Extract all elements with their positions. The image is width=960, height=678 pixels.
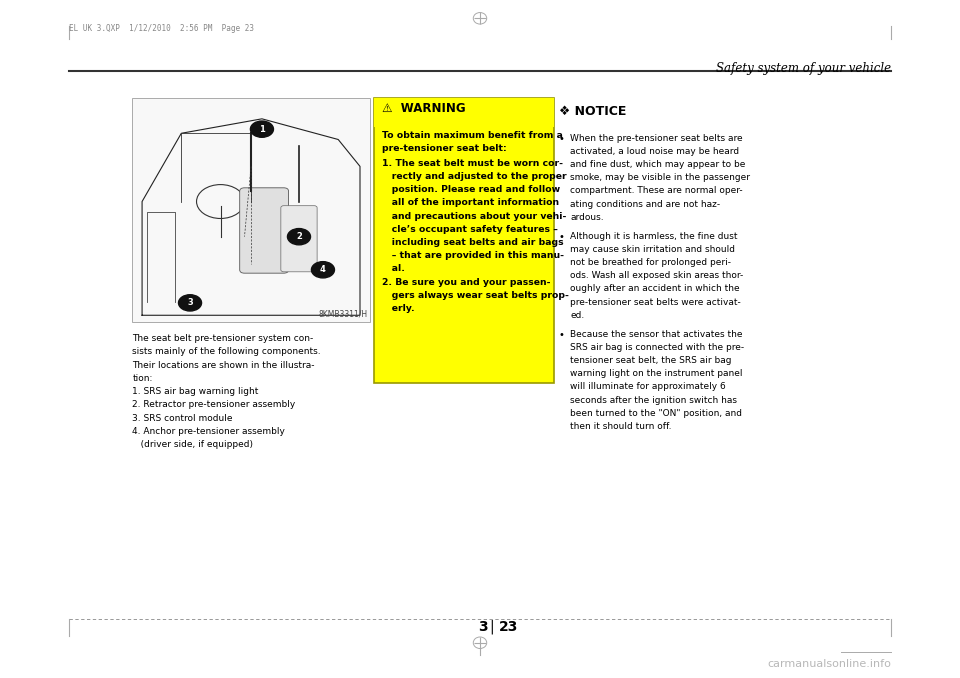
Circle shape <box>179 295 202 311</box>
Text: ⚠  WARNING: ⚠ WARNING <box>382 102 466 115</box>
Text: 3: 3 <box>478 620 488 634</box>
Text: 23: 23 <box>499 620 518 634</box>
Text: When the pre-tensioner seat belts are: When the pre-tensioner seat belts are <box>570 134 743 142</box>
Text: •: • <box>559 330 564 340</box>
Text: •: • <box>559 134 564 144</box>
Text: carmanualsonline.info: carmanualsonline.info <box>767 658 891 669</box>
Text: sists mainly of the following components.: sists mainly of the following components… <box>132 348 321 357</box>
Circle shape <box>251 121 274 137</box>
Text: 4. Anchor pre-tensioner assembly: 4. Anchor pre-tensioner assembly <box>132 427 285 436</box>
Text: ed.: ed. <box>570 311 585 320</box>
Text: 2. Retractor pre-tensioner assembly: 2. Retractor pre-tensioner assembly <box>132 400 296 410</box>
Text: oughly after an accident in which the: oughly after an accident in which the <box>570 285 740 294</box>
Text: been turned to the "ON" position, and: been turned to the "ON" position, and <box>570 409 742 418</box>
Circle shape <box>311 262 334 278</box>
Text: will illuminate for approximately 6: will illuminate for approximately 6 <box>570 382 726 391</box>
Text: then it should turn off.: then it should turn off. <box>570 422 672 431</box>
Text: ods. Wash all exposed skin areas thor-: ods. Wash all exposed skin areas thor- <box>570 271 743 280</box>
Text: ating conditions and are not haz-: ating conditions and are not haz- <box>570 200 720 209</box>
Text: 4: 4 <box>320 265 325 275</box>
Text: pre-tensioner seat belts were activat-: pre-tensioner seat belts were activat- <box>570 298 741 306</box>
Text: EL UK 3.QXP  1/12/2010  2:56 PM  Page 23: EL UK 3.QXP 1/12/2010 2:56 PM Page 23 <box>69 24 254 33</box>
Text: 3. SRS control module: 3. SRS control module <box>132 414 233 422</box>
Text: (driver side, if equipped): (driver side, if equipped) <box>132 440 253 449</box>
Text: ❖ NOTICE: ❖ NOTICE <box>559 105 626 118</box>
Text: may cause skin irritation and should: may cause skin irritation and should <box>570 245 735 254</box>
Text: rectly and adjusted to the proper: rectly and adjusted to the proper <box>382 172 566 181</box>
Text: 2: 2 <box>296 232 301 241</box>
FancyBboxPatch shape <box>240 188 289 273</box>
Text: 2. Be sure you and your passen-: 2. Be sure you and your passen- <box>382 277 551 287</box>
Text: Safety system of your vehicle: Safety system of your vehicle <box>716 62 891 75</box>
Text: all of the important information: all of the important information <box>382 198 560 207</box>
Text: 1. The seat belt must be worn cor-: 1. The seat belt must be worn cor- <box>382 159 564 167</box>
Text: Because the sensor that activates the: Because the sensor that activates the <box>570 330 743 338</box>
FancyBboxPatch shape <box>374 98 554 127</box>
Text: |: | <box>490 620 494 635</box>
Text: pre-tensioner seat belt:: pre-tensioner seat belt: <box>382 144 507 153</box>
Text: tensioner seat belt, the SRS air bag: tensioner seat belt, the SRS air bag <box>570 356 732 365</box>
FancyBboxPatch shape <box>132 98 370 322</box>
Text: and fine dust, which may appear to be: and fine dust, which may appear to be <box>570 160 746 169</box>
Circle shape <box>287 228 310 245</box>
FancyBboxPatch shape <box>281 205 317 272</box>
Text: SRS air bag is connected with the pre-: SRS air bag is connected with the pre- <box>570 343 744 352</box>
Text: 1: 1 <box>259 125 265 134</box>
Text: smoke, may be visible in the passenger: smoke, may be visible in the passenger <box>570 174 751 182</box>
Text: 1. SRS air bag warning light: 1. SRS air bag warning light <box>132 387 259 396</box>
Text: •: • <box>559 232 564 241</box>
Text: The seat belt pre-tensioner system con-: The seat belt pre-tensioner system con- <box>132 334 314 343</box>
Text: not be breathed for prolonged peri-: not be breathed for prolonged peri- <box>570 258 732 267</box>
Text: including seat belts and air bags: including seat belts and air bags <box>382 238 564 247</box>
Text: gers always wear seat belts prop-: gers always wear seat belts prop- <box>382 291 569 300</box>
Text: compartment. These are normal oper-: compartment. These are normal oper- <box>570 186 743 195</box>
Text: Their locations are shown in the illustra-: Their locations are shown in the illustr… <box>132 361 315 370</box>
Text: tion:: tion: <box>132 374 153 383</box>
Text: erly.: erly. <box>382 304 415 313</box>
Text: cle’s occupant safety features –: cle’s occupant safety features – <box>382 224 558 234</box>
FancyBboxPatch shape <box>374 98 554 383</box>
Text: seconds after the ignition switch has: seconds after the ignition switch has <box>570 396 737 405</box>
Text: position. Please read and follow: position. Please read and follow <box>382 185 561 194</box>
Text: activated, a loud noise may be heard: activated, a loud noise may be heard <box>570 147 739 156</box>
Text: 3: 3 <box>187 298 193 307</box>
Text: al.: al. <box>382 264 405 273</box>
Text: To obtain maximum benefit from a: To obtain maximum benefit from a <box>382 131 563 140</box>
Text: 8KMB3311/H: 8KMB3311/H <box>319 310 368 319</box>
Text: – that are provided in this manu-: – that are provided in this manu- <box>382 251 564 260</box>
Text: ardous.: ardous. <box>570 213 604 222</box>
Text: Although it is harmless, the fine dust: Although it is harmless, the fine dust <box>570 232 737 241</box>
Text: and precautions about your vehi-: and precautions about your vehi- <box>382 212 566 220</box>
Text: warning light on the instrument panel: warning light on the instrument panel <box>570 370 743 378</box>
